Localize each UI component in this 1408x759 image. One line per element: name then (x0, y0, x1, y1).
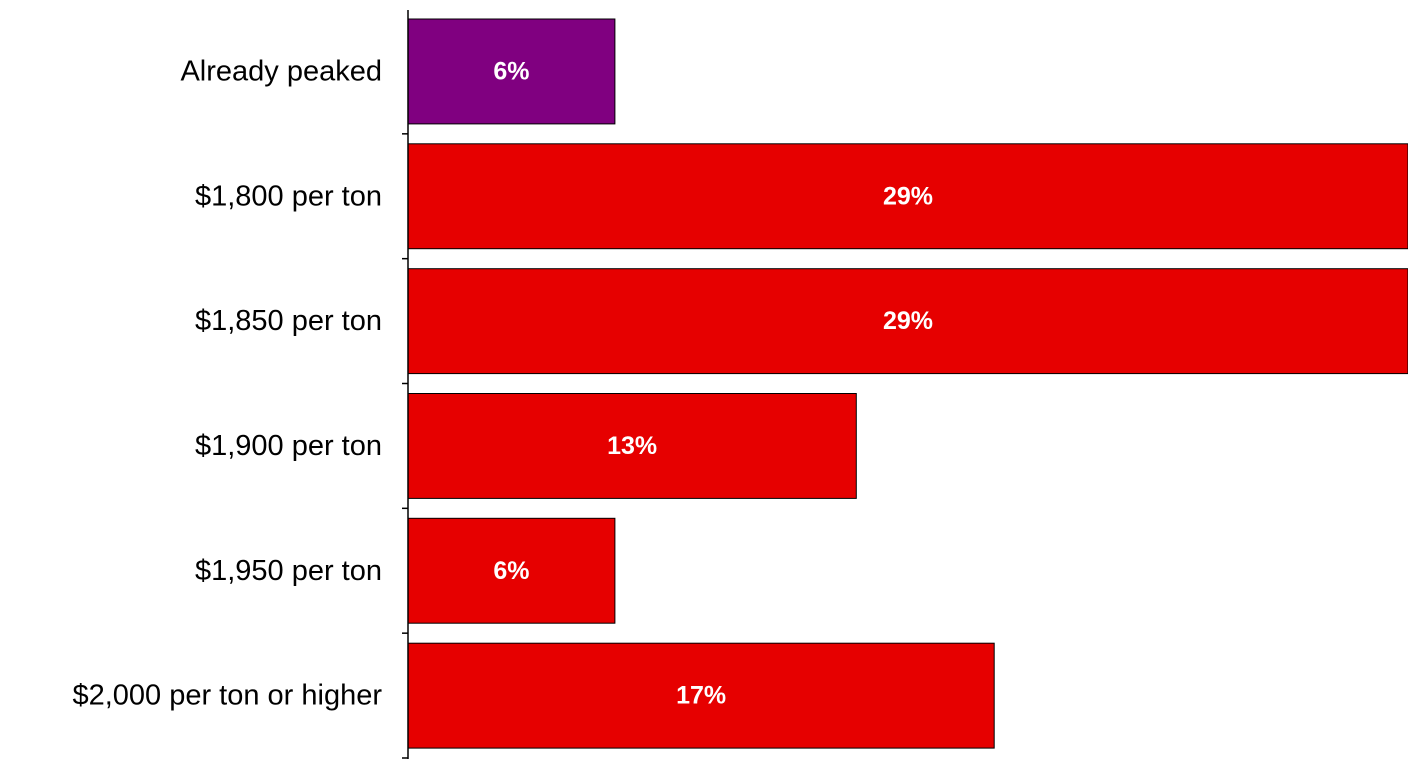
category-label: $2,000 per ton or higher (72, 680, 382, 712)
bar-value-label: 6% (493, 57, 529, 85)
bar-3 (407, 268, 1408, 375)
bar-value-label: 13% (607, 432, 657, 460)
bar-5 (407, 517, 616, 624)
category-label: $1,950 per ton (195, 555, 382, 587)
bar-2 (407, 143, 1408, 250)
category-label: $1,850 per ton (195, 305, 382, 337)
category-label: $1,900 per ton (195, 430, 382, 462)
bar-value-label: 17% (676, 682, 726, 710)
category-label: $1,800 per ton (195, 180, 382, 212)
category-label: Already peaked (180, 55, 382, 87)
bar-4 (407, 393, 857, 499)
bar-value-label: 6% (493, 557, 529, 585)
bar-value-label: 29% (883, 182, 933, 210)
bar-6 (407, 642, 995, 749)
bar-value-label: 29% (883, 307, 933, 335)
bar-1 (407, 18, 616, 125)
